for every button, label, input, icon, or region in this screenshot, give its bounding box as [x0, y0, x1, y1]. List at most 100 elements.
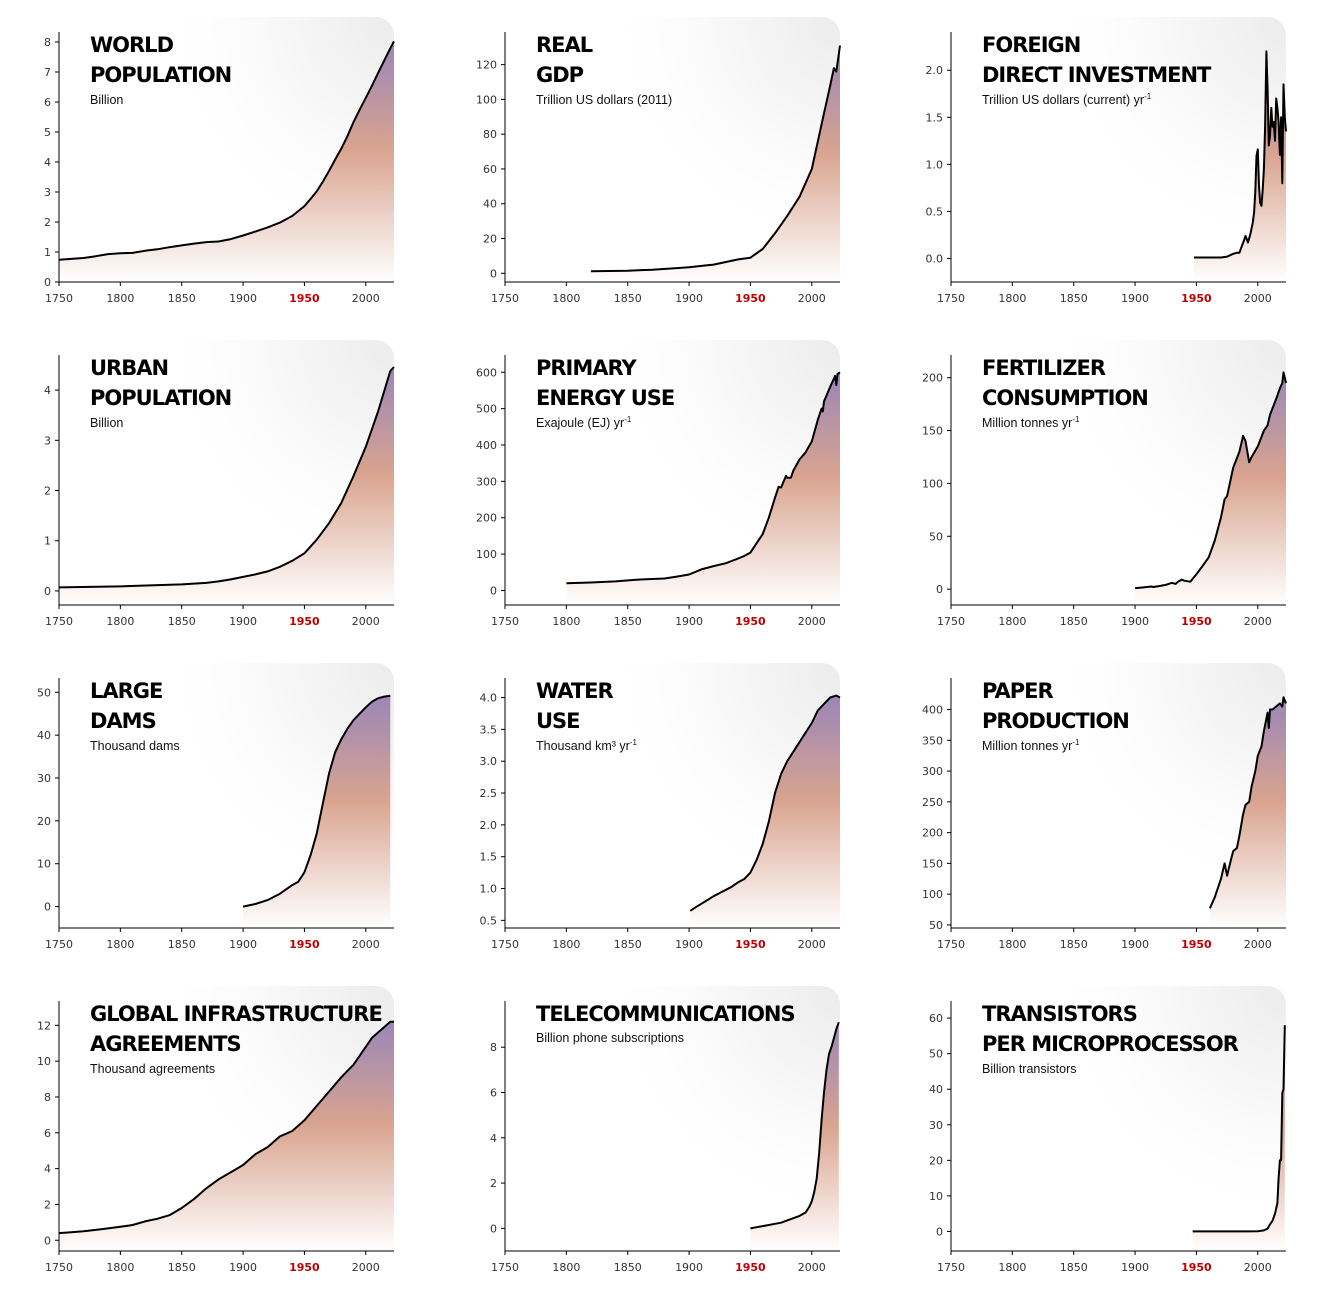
y-tick-label: 2 [44, 485, 51, 498]
y-tick-label: 2.0 [480, 819, 498, 832]
area-fill [566, 372, 840, 605]
chart-panel: 0 1 2 3 4 1750 1800 1850 1900 1950 2000 URBAN POPULA… [0, 323, 446, 646]
chart-title-line: WATER [536, 679, 614, 703]
y-tick-label: 20 [37, 815, 51, 828]
chart-svg: 0 2 4 6 8 1750 1800 1850 1900 1950 2000 [490, 986, 840, 1274]
chart-title-line: GDP [536, 63, 584, 87]
chart-title: WORLD POPULATION [90, 30, 232, 90]
chart-svg: 50 100 150 200 250 300 350 400 1750 1800 1850 1900 1… [922, 663, 1287, 951]
chart-panel: 0 10 20 30 40 50 1750 1800 1850 1900 1950 2000 LARGE… [0, 646, 446, 969]
chart-title-line: USE [536, 709, 581, 733]
series-line [689, 694, 841, 912]
y-tick-label: 10 [37, 1055, 51, 1068]
x-tick-label: 1900 [1121, 938, 1149, 951]
y-tick-label: 0 [490, 1222, 497, 1235]
x-tick-label: 1750 [937, 292, 965, 305]
y-tick-label: 30 [929, 1119, 943, 1132]
chart-svg: 0.0 0.5 1.0 1.5 2.0 1750 1800 1850 1900 1950 2000 [926, 17, 1287, 305]
x-tick-label: 1850 [1060, 938, 1088, 951]
y-tick-label: 50 [37, 686, 51, 699]
x-tick-label: 1800 [998, 615, 1026, 628]
chart-unit: Exajoule (EJ) yr-1 [536, 416, 631, 431]
chart-title: URBAN POPULATION [90, 353, 232, 413]
x-tick-label: 1950 [735, 938, 766, 951]
x-tick-label: 1850 [168, 615, 196, 628]
chart-panel: 0 10 20 30 40 50 60 1750 1800 1850 1900 1950 2000 TRA… [892, 969, 1322, 1292]
chart-title-line: POPULATION [90, 386, 232, 410]
x-tick-label: 1800 [552, 938, 580, 951]
x-tick-label: 1900 [675, 292, 703, 305]
chart-svg: 0 10 20 30 40 50 60 1750 1800 1850 1900 1950 2000 [929, 986, 1286, 1274]
series-line [242, 694, 391, 908]
x-tick-label: 1900 [229, 292, 257, 305]
x-tick-label: 1750 [491, 292, 519, 305]
chart-title-line: GLOBAL INFRASTRUCTURE [90, 1002, 383, 1026]
x-tick-label: 1850 [168, 1261, 196, 1274]
y-tick-label: 1 [44, 246, 51, 259]
y-tick-label: 3.0 [480, 755, 498, 768]
area-fill [590, 45, 840, 282]
y-tick-label: 600 [476, 366, 497, 379]
chart-title-line: PRIMARY [536, 356, 637, 380]
y-tick-label: 50 [929, 530, 943, 543]
y-tick-label: 3.5 [480, 723, 498, 736]
y-tick-label: 400 [476, 439, 497, 452]
plot-background [951, 17, 1286, 282]
y-tick-label: 350 [922, 734, 943, 747]
plot-background [505, 340, 840, 605]
x-tick-label: 1850 [614, 938, 642, 951]
x-tick-label: 1800 [552, 292, 580, 305]
chart-title: FOREIGN DIRECT INVESTMENT [982, 30, 1211, 90]
x-tick-label: 2000 [1244, 938, 1272, 951]
series-line [1208, 696, 1287, 909]
x-tick-label: 1950 [289, 938, 320, 951]
y-tick-label: 4 [44, 156, 51, 169]
y-tick-label: 2.0 [926, 64, 944, 77]
chart-title: PAPER PRODUCTION [982, 676, 1130, 736]
series-line [750, 1021, 840, 1230]
y-tick-label: 5 [44, 126, 51, 139]
y-tick-label: 200 [476, 512, 497, 525]
y-tick-label: 6 [490, 1087, 497, 1100]
area-fill [243, 695, 391, 928]
chart-title-line: PRODUCTION [982, 709, 1130, 733]
area-fill [59, 41, 394, 283]
y-tick-label: 12 [37, 1019, 51, 1032]
x-tick-label: 1900 [675, 615, 703, 628]
x-tick-label: 1800 [106, 292, 134, 305]
y-tick-label: 10 [37, 858, 51, 871]
chart-unit-text: Thousand km³ yr [536, 739, 630, 753]
y-tick-label: 0 [936, 583, 943, 596]
x-tick-label: 1850 [1060, 292, 1088, 305]
y-tick-label: 40 [483, 198, 497, 211]
chart-panel: 50 100 150 200 250 300 350 400 1750 1800 1850 1900 1… [892, 646, 1322, 969]
y-tick-label: 200 [922, 372, 943, 385]
chart-title: TRANSISTORS PER MICROPROCESSOR [982, 999, 1239, 1059]
area-fill [59, 367, 394, 605]
x-tick-label: 1750 [937, 938, 965, 951]
chart-title: REAL GDP [536, 30, 593, 90]
chart-panel: 0 2 4 6 8 1750 1800 1850 1900 1950 2000 TELECOMMUNI… [446, 969, 892, 1292]
x-tick-label: 2000 [352, 938, 380, 951]
y-tick-label: 1.0 [926, 158, 944, 171]
y-tick-label: 8 [490, 1041, 497, 1054]
y-tick-label: 6 [44, 1127, 51, 1140]
x-tick-label: 1800 [106, 938, 134, 951]
chart-unit-exponent: -1 [629, 738, 637, 747]
x-tick-label: 1900 [675, 938, 703, 951]
x-tick-label: 1950 [1181, 938, 1212, 951]
y-tick-label: 0 [44, 276, 51, 289]
y-tick-label: 80 [483, 128, 497, 141]
plot-background [951, 663, 1286, 928]
y-tick-label: 150 [922, 857, 943, 870]
y-tick-label: 1.5 [480, 851, 498, 864]
y-tick-label: 30 [37, 772, 51, 785]
x-tick-label: 1750 [937, 615, 965, 628]
chart-svg: 0 100 200 300 400 500 600 1750 1800 1850 1900 1950 2… [476, 340, 841, 628]
x-tick-label: 1900 [1121, 1261, 1149, 1274]
chart-title-line: WORLD [90, 33, 174, 57]
plot-background [951, 986, 1286, 1251]
chart-panel: 0 1 2 3 4 5 6 7 8 1750 1800 1850 1900 1950 2000 WORLD PO… [0, 0, 446, 323]
chart-unit: Billion phone subscriptions [536, 1031, 684, 1045]
y-tick-label: 20 [483, 233, 497, 246]
